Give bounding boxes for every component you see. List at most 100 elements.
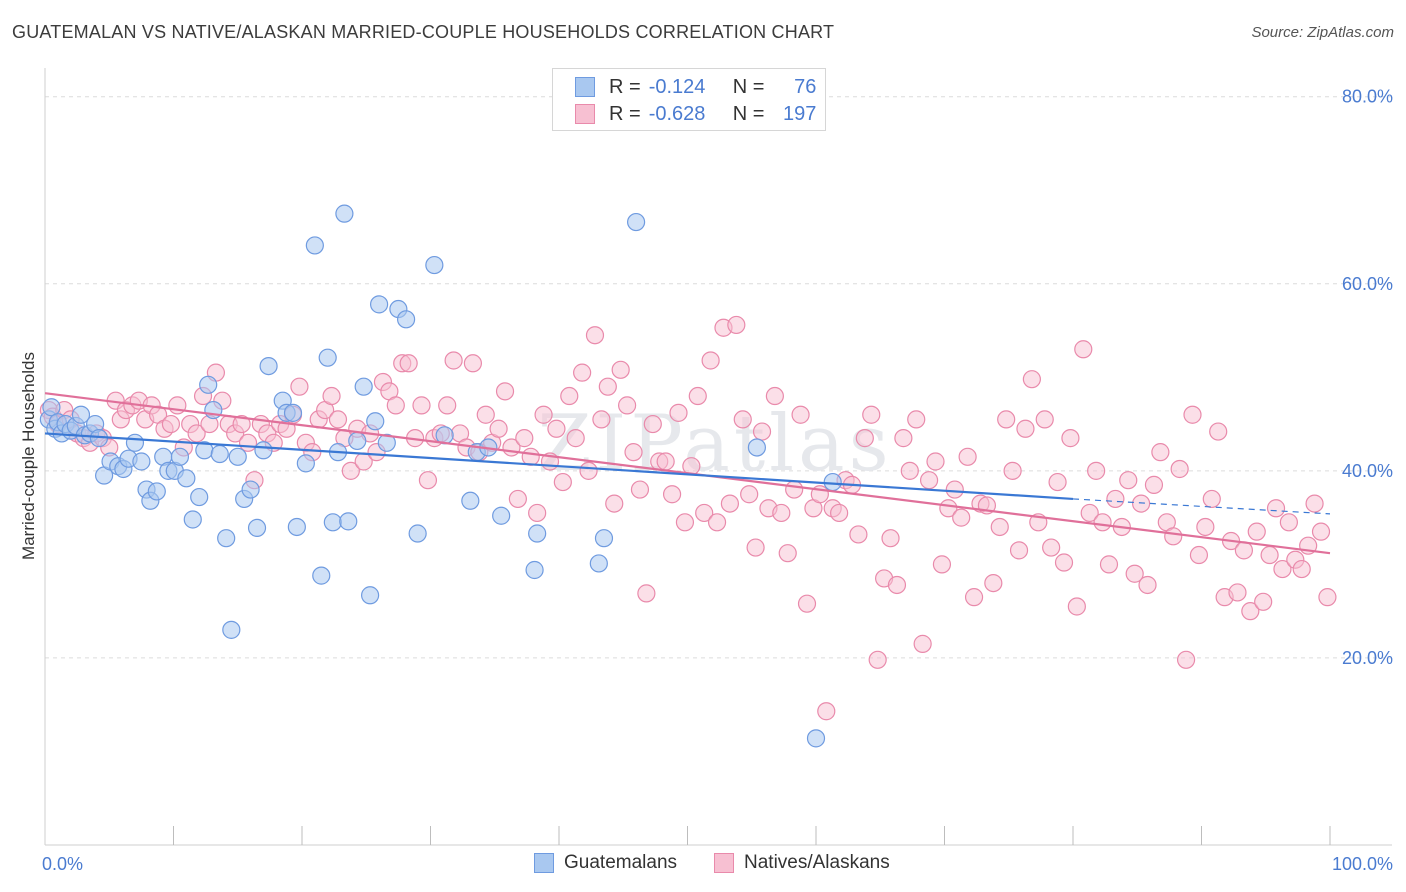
- guatemalan-point: [287, 517, 306, 537]
- native-point: [1189, 545, 1209, 565]
- native-point: [637, 584, 656, 603]
- native-point: [926, 452, 945, 471]
- native-point: [1305, 494, 1324, 513]
- chart-title: GUATEMALAN VS NATIVE/ALASKAN MARRIED-COU…: [12, 22, 835, 42]
- native-point: [547, 419, 566, 438]
- guatemalan-point: [370, 295, 389, 314]
- guatemalan-point: [366, 412, 385, 431]
- native-point: [611, 360, 630, 379]
- native-point: [566, 429, 585, 448]
- guatemalan-point: [259, 356, 278, 376]
- guatemalan-point: [183, 510, 202, 529]
- native-point: [772, 503, 791, 523]
- guatemalan-swatch: [534, 853, 554, 873]
- guatemalan-point: [335, 204, 354, 223]
- native-point: [707, 513, 727, 532]
- native-point: [1196, 517, 1215, 537]
- native-point: [412, 396, 431, 415]
- guatemalan-point: [354, 377, 373, 396]
- native-point: [701, 351, 720, 370]
- native-point: [1119, 471, 1138, 490]
- guatemalan-point: [318, 348, 337, 367]
- guatemalan-point: [147, 482, 166, 501]
- n-value: 76: [794, 75, 817, 98]
- native-point: [1144, 475, 1164, 494]
- native-point: [669, 403, 688, 422]
- native-point: [1093, 513, 1112, 532]
- native-point: [341, 461, 360, 480]
- native-point: [1074, 340, 1093, 359]
- native-point: [534, 405, 553, 424]
- native-point: [187, 424, 206, 443]
- guatemalan-point: [125, 433, 145, 452]
- bottom-legend-guatemalans: Guatemalans: [534, 852, 677, 874]
- guatemalan-point: [170, 447, 190, 466]
- native-point: [444, 351, 463, 370]
- guatemalan-point: [747, 438, 766, 457]
- guatemalan-point: [312, 566, 331, 585]
- native-point: [290, 377, 309, 396]
- native-point: [508, 489, 527, 509]
- native-point: [495, 382, 515, 401]
- native-point: [1022, 370, 1041, 389]
- native-point: [1138, 575, 1157, 595]
- guatemalan-point: [132, 452, 151, 471]
- guatemalan-point: [222, 620, 241, 639]
- native-point: [907, 410, 926, 429]
- native-point: [752, 422, 772, 441]
- native-point: [1318, 588, 1337, 607]
- native-point: [605, 494, 624, 513]
- native-point: [964, 588, 984, 607]
- y-tick-label: 60.0%: [1342, 274, 1393, 294]
- stats-legend: R = -0.124 N = 76 R = -0.628 N = 197: [552, 68, 826, 131]
- native-point: [997, 410, 1016, 429]
- native-point: [1234, 541, 1254, 560]
- guatemalan-point: [528, 524, 547, 543]
- native-point: [656, 452, 675, 471]
- trend-lines: [44, 392, 1331, 555]
- bottom-legend-natives: Natives/Alaskans: [714, 852, 890, 874]
- native-point: [1247, 522, 1266, 541]
- native-point: [990, 517, 1009, 537]
- guatemalan-point: [71, 405, 91, 424]
- guatemalan-point: [823, 472, 842, 492]
- guatemalan-point: [525, 560, 544, 580]
- native-point: [720, 494, 740, 513]
- native-point: [887, 575, 907, 595]
- legend-row-natives: R = -0.628 N = 197: [575, 102, 816, 126]
- guatemalan-point: [241, 480, 260, 499]
- native-point: [328, 410, 348, 429]
- guatemalan-point: [425, 255, 444, 275]
- guatemalan-point: [594, 529, 614, 548]
- native-point: [939, 499, 958, 518]
- y-axis-label: Married-couple Households: [19, 352, 38, 560]
- native-point: [399, 354, 418, 373]
- native-point: [1125, 564, 1144, 583]
- native-point: [1009, 541, 1029, 560]
- guatemalan-point: [377, 433, 396, 452]
- x-tick-labels: 0.0% 100.0%: [42, 854, 1393, 874]
- native-point: [418, 471, 438, 490]
- y-tick-label: 40.0%: [1342, 461, 1393, 481]
- native-trend-line: [44, 392, 1331, 555]
- native-point: [785, 480, 804, 499]
- guatemalan-point: [217, 529, 236, 548]
- native-point: [630, 480, 650, 499]
- native-point: [386, 396, 405, 415]
- native-point: [1228, 583, 1247, 602]
- native-alaskan-points: [39, 315, 1337, 721]
- native-point: [1164, 527, 1183, 546]
- native-point: [1106, 489, 1125, 509]
- native-point: [932, 555, 952, 574]
- native-point: [1279, 513, 1298, 532]
- guatemalan-point: [339, 512, 358, 531]
- native-point: [643, 414, 662, 434]
- native-point: [528, 503, 547, 523]
- guatemalan-point: [323, 513, 342, 532]
- guatemalan-point: [247, 518, 267, 538]
- guatemalan-trend-line: [44, 432, 1074, 501]
- r-label: R =: [609, 102, 641, 125]
- native-point: [598, 377, 617, 396]
- guatemalan-point: [283, 403, 303, 422]
